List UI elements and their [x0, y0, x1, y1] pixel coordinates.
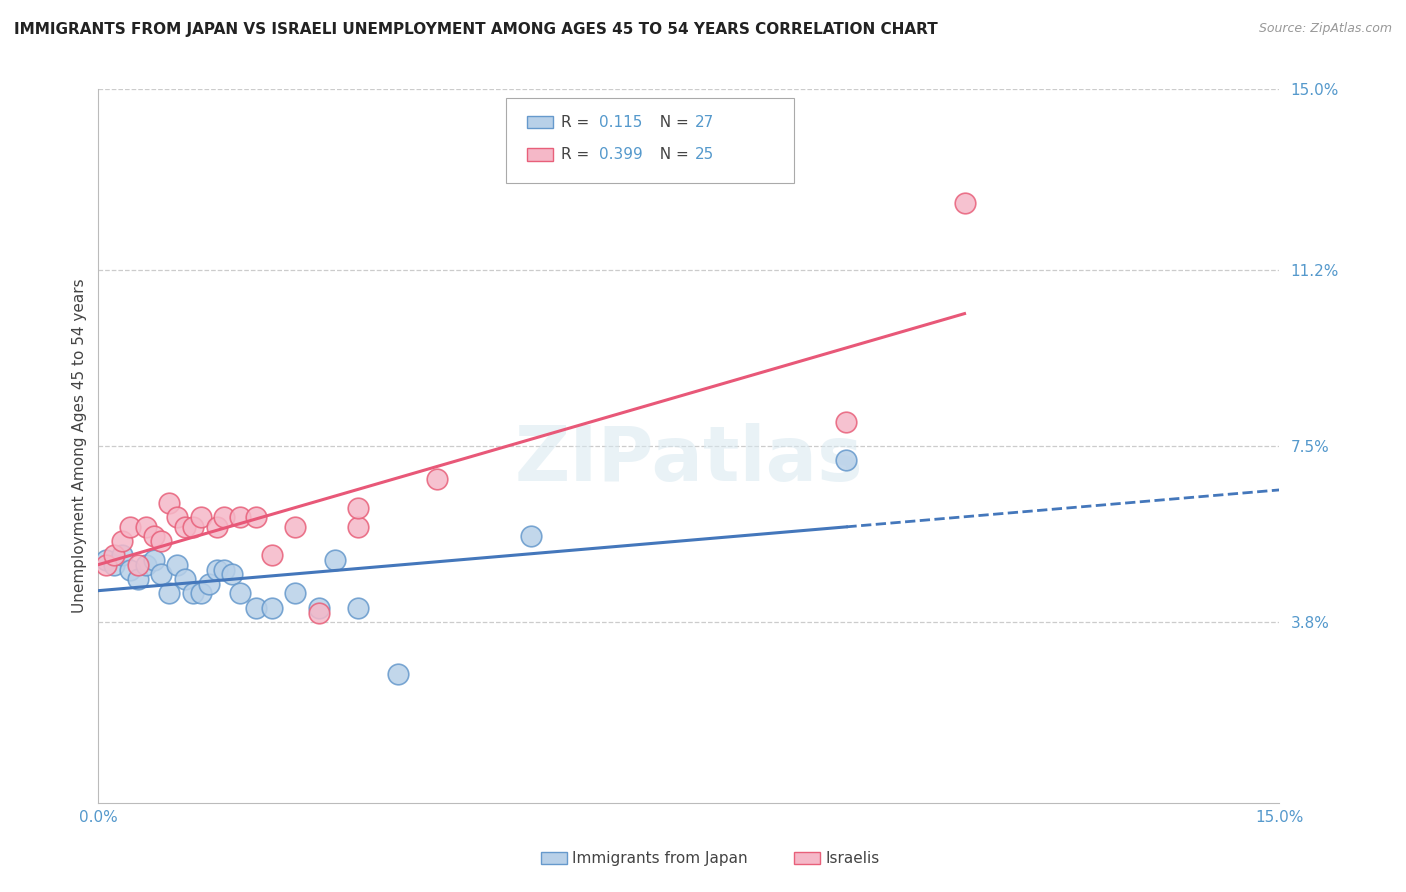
Text: 25: 25 — [695, 147, 714, 161]
Point — [103, 549, 125, 563]
Point — [118, 520, 141, 534]
Point — [142, 529, 165, 543]
Text: N =: N = — [650, 115, 693, 129]
Point — [111, 534, 134, 549]
Point — [181, 586, 204, 600]
Point — [135, 520, 157, 534]
Point — [308, 600, 330, 615]
Text: R =: R = — [561, 147, 595, 161]
Point — [142, 553, 165, 567]
Point — [347, 500, 370, 515]
Point — [205, 563, 228, 577]
Y-axis label: Unemployment Among Ages 45 to 54 years: Unemployment Among Ages 45 to 54 years — [72, 278, 87, 614]
Point — [197, 577, 219, 591]
Point — [127, 572, 149, 586]
Text: IMMIGRANTS FROM JAPAN VS ISRAELI UNEMPLOYMENT AMONG AGES 45 TO 54 YEARS CORRELAT: IMMIGRANTS FROM JAPAN VS ISRAELI UNEMPLO… — [14, 22, 938, 37]
Point — [347, 600, 370, 615]
Point — [214, 510, 236, 524]
Point — [221, 567, 243, 582]
Point — [174, 520, 197, 534]
Point — [229, 510, 252, 524]
Point — [323, 553, 346, 567]
Point — [103, 558, 125, 572]
Point — [157, 586, 180, 600]
Point — [835, 415, 858, 429]
Point — [245, 510, 267, 524]
Point — [284, 586, 307, 600]
Point — [111, 549, 134, 563]
Point — [205, 520, 228, 534]
Point — [190, 510, 212, 524]
Text: 27: 27 — [695, 115, 714, 129]
Point — [96, 558, 118, 572]
Point — [166, 510, 188, 524]
Text: Israelis: Israelis — [825, 851, 880, 865]
Point — [260, 600, 283, 615]
Point — [835, 453, 858, 467]
Point — [174, 572, 197, 586]
Point — [214, 563, 236, 577]
Point — [118, 563, 141, 577]
Text: Immigrants from Japan: Immigrants from Japan — [572, 851, 748, 865]
Point — [284, 520, 307, 534]
Point — [308, 606, 330, 620]
Point — [387, 667, 409, 681]
Text: Source: ZipAtlas.com: Source: ZipAtlas.com — [1258, 22, 1392, 36]
Text: 0.399: 0.399 — [599, 147, 643, 161]
Text: 0.115: 0.115 — [599, 115, 643, 129]
Point — [181, 520, 204, 534]
Point — [150, 534, 173, 549]
Point — [157, 496, 180, 510]
Point — [520, 529, 543, 543]
Text: R =: R = — [561, 115, 595, 129]
Point — [135, 558, 157, 572]
Point — [953, 196, 976, 211]
Point — [347, 520, 370, 534]
Point — [150, 567, 173, 582]
Point — [426, 472, 449, 486]
Point — [190, 586, 212, 600]
Point — [260, 549, 283, 563]
Point — [166, 558, 188, 572]
Text: N =: N = — [650, 147, 693, 161]
Point — [229, 586, 252, 600]
Point — [127, 558, 149, 572]
Point — [96, 553, 118, 567]
Text: ZIPatlas: ZIPatlas — [515, 424, 863, 497]
Point — [245, 600, 267, 615]
